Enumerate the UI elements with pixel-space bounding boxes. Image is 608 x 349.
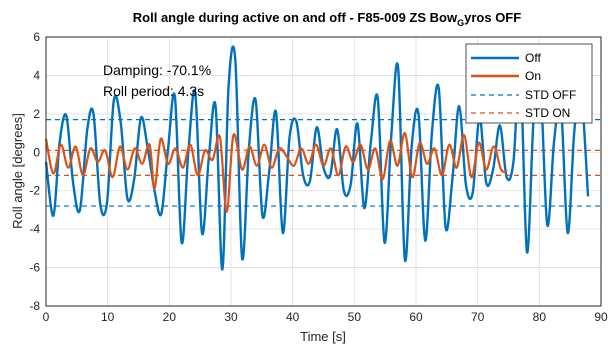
y-axis-label: Roll angle [degrees] (10, 113, 25, 229)
y-tick-labels: -8 -6 -4 -2 0 2 4 6 (29, 30, 40, 313)
x-tick-label-8: 80 (533, 310, 547, 324)
series-line-on (44, 131, 508, 213)
chart-title: Roll angle during active on and off - F8… (133, 10, 521, 28)
x-tick-label-2: 20 (163, 310, 177, 324)
x-tick-label-6: 60 (409, 310, 423, 324)
x-tick-label-3: 30 (224, 310, 238, 324)
chart-title-subscript: G (457, 18, 464, 28)
x-axis-label: Time [s] (300, 329, 346, 344)
x-tick-label-5: 50 (348, 310, 362, 324)
y-tick-label-6: 4 (33, 68, 40, 82)
y-tick-label-1: -6 (29, 261, 40, 275)
y-tick-label-0: -8 (29, 299, 40, 313)
x-tick-label-4: 40 (286, 310, 300, 324)
damping-annotation: Damping: -70.1% (103, 62, 211, 78)
legend-label-std-off: STD OFF (525, 88, 576, 102)
chart-title-tail: yros OFF (464, 10, 521, 25)
x-tick-label-9: 90 (594, 310, 608, 324)
series-line-off (44, 45, 590, 271)
y-tick-label-5: 2 (33, 107, 40, 121)
y-tick-label-2: -4 (29, 222, 40, 236)
plot-area-border (45, 36, 602, 307)
legend: Off On STD OFF STD ON (465, 43, 593, 124)
series-lines (44, 45, 590, 271)
legend-label-off: Off (525, 51, 541, 65)
roll-period-annotation: Roll period: 4.3s (103, 83, 204, 99)
y-tick-label-3: -2 (29, 184, 40, 198)
x-tick-label-1: 10 (101, 310, 115, 324)
chart-title-main: Roll angle during active on and off - F8… (133, 10, 458, 25)
x-tick-label-7: 70 (471, 310, 485, 324)
y-tick-label-7: 6 (33, 30, 40, 44)
x-tick-label-0: 0 (43, 310, 50, 324)
y-tick-label-4: 0 (33, 145, 40, 159)
legend-label-on: On (525, 69, 541, 83)
x-tick-labels: 0 10 20 30 40 50 60 70 80 90 (43, 310, 608, 324)
legend-label-std-on: STD ON (525, 106, 570, 120)
